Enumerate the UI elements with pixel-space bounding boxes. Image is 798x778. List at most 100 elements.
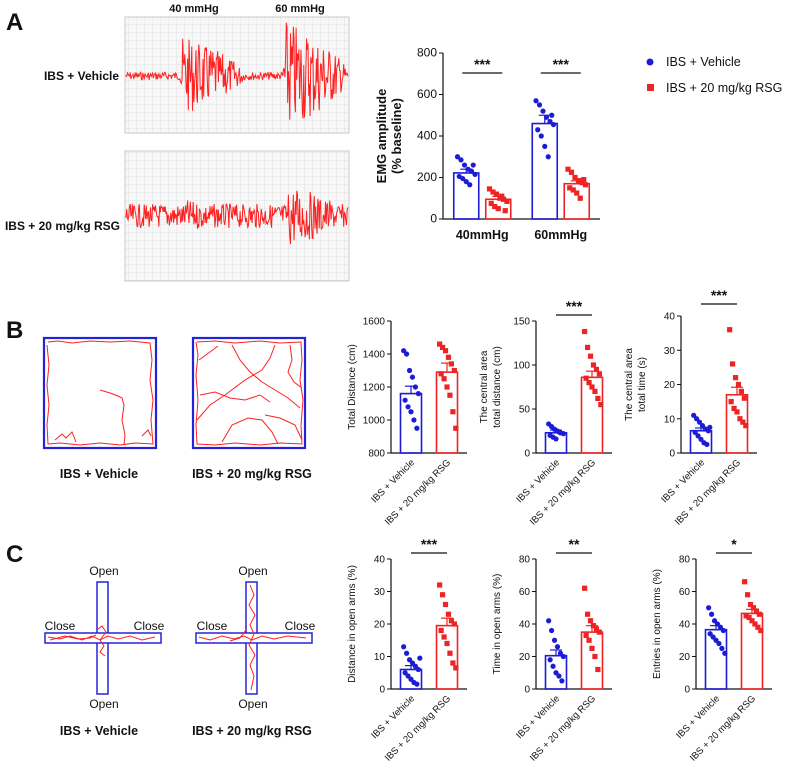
data-point: [445, 354, 452, 360]
data-point: [583, 375, 589, 381]
data-point: [535, 127, 541, 133]
data-point: [741, 395, 747, 401]
data-point: [493, 191, 500, 197]
y-axis-title: Time in open arms (%): [492, 574, 503, 675]
data-point: [453, 425, 459, 431]
data-point: [408, 409, 414, 415]
data-point: [442, 348, 449, 354]
significance-label: **: [569, 536, 580, 552]
y-tick-label: 40: [374, 555, 386, 566]
data-point: [731, 405, 737, 412]
data-point: [490, 189, 496, 195]
data-point: [548, 627, 555, 634]
significance-label: ***: [421, 536, 438, 552]
data-point: [543, 114, 550, 120]
data-point: [698, 436, 704, 442]
data-point: [567, 185, 573, 191]
plus-maze-vehicle: Open Close Close Open IBS + Vehicle: [44, 564, 165, 738]
data-point: [547, 657, 553, 663]
significance-label: ***: [474, 56, 491, 72]
data-point: [738, 388, 745, 394]
data-point: [438, 371, 444, 377]
data-point: [728, 399, 734, 405]
data-point: [752, 621, 758, 627]
significance-label: *: [731, 536, 737, 552]
panel-label-c: C: [6, 541, 23, 568]
data-point: [438, 627, 444, 634]
data-point: [445, 611, 452, 617]
data-point: [577, 195, 583, 201]
y-axis-title: (% baseline): [389, 98, 404, 174]
x-tick-label: 40mmHg: [456, 228, 509, 242]
data-point: [586, 380, 592, 386]
data-point: [693, 416, 700, 422]
emg-trace-vehicle: [125, 22, 349, 120]
maze-close-left-label-vehicle: Close: [45, 619, 76, 633]
trace-marker-40: 40 mmHg: [169, 3, 219, 15]
data-point: [732, 375, 739, 381]
data-point: [742, 579, 748, 585]
y-axis-title: Total Distance (cm): [347, 344, 358, 430]
data-point: [696, 419, 703, 425]
data-point: [722, 650, 728, 656]
significance-label: ***: [566, 298, 583, 314]
data-point: [587, 353, 594, 359]
y-axis-title: total distance (cm): [492, 346, 503, 428]
y-axis-title: total time (s): [637, 357, 648, 412]
maze-label-rsg: IBS + 20 mg/kg RSG: [192, 724, 312, 738]
data-point: [560, 653, 566, 660]
y-tick-label: 1600: [363, 317, 386, 328]
y-tick-label: 0: [669, 449, 675, 460]
bar-rsg: [435, 624, 459, 690]
data-point: [495, 206, 501, 212]
data-point: [453, 665, 459, 671]
data-point: [559, 678, 565, 684]
data-point: [579, 180, 585, 186]
data-point: [546, 618, 552, 624]
y-tick-label: 0: [524, 685, 530, 696]
y-tick-label: 150: [513, 317, 530, 328]
y-tick-label: 600: [417, 87, 437, 101]
data-point: [402, 397, 408, 403]
y-tick-label: 20: [374, 620, 386, 631]
data-point: [444, 384, 450, 390]
y-tick-label: 60: [519, 587, 531, 598]
data-point: [746, 614, 752, 621]
data-point: [411, 417, 417, 423]
open-field-label-rsg: IBS + 20 mg/kg RSG: [192, 467, 312, 481]
legend-marker-rsg: [647, 84, 654, 91]
data-point: [450, 409, 456, 415]
data-point: [747, 601, 754, 608]
data-point: [451, 367, 457, 374]
data-point: [444, 640, 450, 647]
legend-label-rsg: IBS + 20 mg/kg RSG: [666, 81, 782, 95]
maze-label-vehicle: IBS + Vehicle: [60, 724, 138, 738]
maze-close-left-label-rsg: Close: [197, 619, 228, 633]
open-field-track-vehicle: [46, 340, 154, 446]
data-point: [488, 200, 494, 207]
chart-open-distance: 0 10 20 30 40 Distance in open arms (%) IBS + …: [347, 536, 467, 764]
data-point: [463, 179, 469, 185]
data-point: [500, 196, 507, 202]
data-point: [533, 98, 539, 104]
y-tick-label: 30: [664, 346, 676, 357]
data-point: [556, 429, 562, 435]
data-point: [545, 154, 551, 160]
data-point: [704, 441, 710, 448]
y-tick-label: 1400: [363, 350, 386, 361]
y-tick-label: 1000: [363, 416, 386, 427]
data-point: [695, 433, 701, 439]
y-tick-label: 20: [664, 380, 676, 391]
y-tick-label: 100: [513, 361, 530, 372]
data-point: [582, 328, 588, 335]
y-tick-label: 80: [679, 555, 691, 566]
y-tick-label: 40: [664, 312, 676, 323]
maze-open-bottom-label-rsg: Open: [238, 697, 267, 711]
data-point: [415, 391, 421, 397]
maze-open-top-label-vehicle: Open: [89, 564, 118, 578]
data-point: [470, 162, 476, 168]
data-point: [707, 424, 713, 430]
data-point: [538, 133, 544, 139]
data-point: [570, 187, 576, 193]
